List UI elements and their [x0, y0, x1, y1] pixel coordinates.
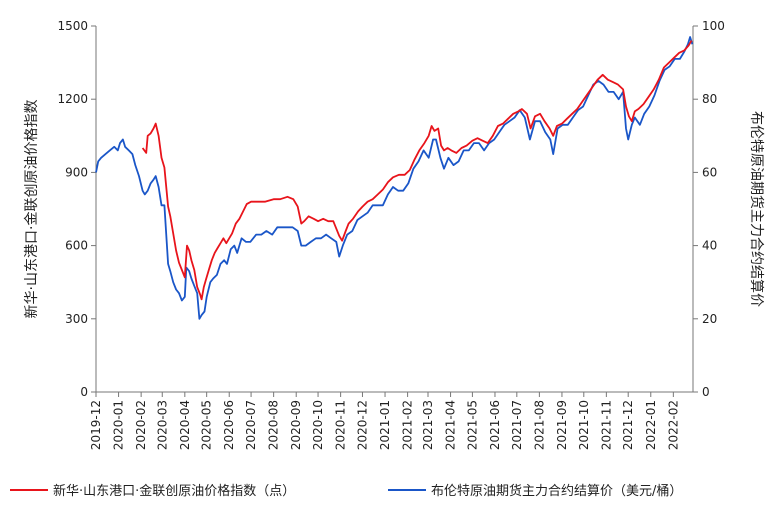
legend: 新华·山东港口·金联创原油价格指数（点） 布伦特原油期货主力合约结算价（美元/桶… [10, 483, 682, 499]
x-tick-label: 2021-10 [577, 400, 591, 450]
x-tick-label: 2020-04 [178, 400, 192, 450]
x-tick-label: 2021-01 [378, 400, 392, 450]
series-line-brent [95, 36, 694, 320]
x-tick-label: 2020-05 [200, 400, 214, 450]
x-tick-label: 2021-08 [532, 400, 546, 450]
x-tick-label: 2022-02 [666, 400, 680, 450]
x-tick-label: 2020-12 [355, 400, 369, 450]
left-tick-label: 1500 [57, 19, 88, 33]
left-y-ticks: 0 300 600 900 1200 1500 [57, 19, 96, 399]
left-axis-title: 新华·山东港口·金联创原油价格指数 [24, 100, 40, 319]
x-tick-label: 2020-10 [311, 400, 325, 450]
series-line-index [141, 40, 693, 301]
right-axis-title: 布伦特原油期货主力合约结算价 [748, 111, 765, 307]
legend-label-index: 新华·山东港口·金联创原油价格指数（点） [53, 483, 295, 499]
x-tick-label: 2021-07 [510, 400, 524, 450]
x-ticks: 2019-12 2020-01 2020-02 2020-03 2020-04 2020-… [89, 392, 680, 450]
right-y-ticks: 0 20 40 60 80 100 [693, 19, 725, 399]
right-tick-label: 40 [702, 239, 717, 253]
x-tick-label: 2020-03 [155, 400, 169, 450]
x-tick-label: 2020-07 [244, 400, 258, 450]
x-tick-label: 2021-04 [444, 400, 458, 450]
left-tick-label: 900 [65, 165, 88, 179]
left-tick-label: 600 [65, 239, 88, 253]
x-tick-label: 2020-06 [222, 400, 236, 450]
x-tick-label: 2021-03 [421, 400, 435, 450]
right-tick-label: 0 [702, 385, 710, 399]
x-tick-label: 2019-12 [89, 400, 103, 450]
x-tick-label: 2022-01 [644, 400, 658, 450]
x-tick-label: 2021-05 [465, 400, 479, 450]
right-tick-label: 100 [702, 19, 725, 33]
right-tick-label: 80 [702, 92, 717, 106]
left-tick-label: 0 [80, 385, 88, 399]
left-tick-label: 300 [65, 312, 88, 326]
left-tick-label: 1200 [57, 92, 88, 106]
x-tick-label: 2021-06 [488, 400, 502, 450]
x-tick-label: 2021-12 [621, 400, 635, 450]
right-tick-label: 20 [702, 312, 717, 326]
legend-label-brent: 布伦特原油期货主力合约结算价（美元/桶） [431, 483, 682, 499]
x-tick-label: 2020-02 [134, 400, 148, 450]
x-tick-label: 2020-01 [112, 400, 126, 450]
x-tick-label: 2020-09 [289, 400, 303, 450]
right-tick-label: 60 [702, 165, 717, 179]
x-tick-label: 2021-09 [555, 400, 569, 450]
x-tick-label: 2020-11 [334, 400, 348, 450]
x-tick-label: 2020-08 [267, 400, 281, 450]
x-tick-label: 2021-02 [401, 400, 415, 450]
series-lines [95, 36, 694, 320]
x-tick-label: 2021-11 [599, 400, 613, 450]
